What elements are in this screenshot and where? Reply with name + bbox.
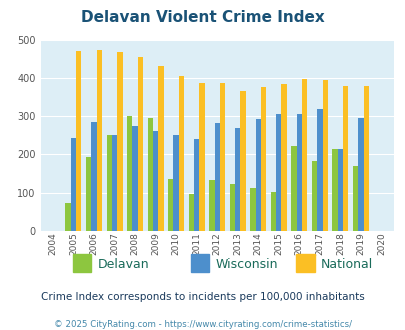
Bar: [76, 51, 81, 231]
Bar: [249, 188, 255, 231]
Text: Delavan: Delavan: [97, 257, 149, 271]
Bar: [158, 66, 163, 231]
Bar: [311, 161, 316, 231]
Bar: [301, 79, 307, 231]
Bar: [168, 179, 173, 231]
Text: Crime Index corresponds to incidents per 100,000 inhabitants: Crime Index corresponds to incidents per…: [41, 292, 364, 302]
Bar: [357, 118, 363, 231]
Bar: [255, 119, 260, 231]
Bar: [127, 116, 132, 231]
Bar: [65, 203, 70, 231]
Bar: [147, 118, 153, 231]
Bar: [229, 184, 234, 231]
Bar: [363, 86, 368, 231]
Bar: [342, 85, 347, 231]
Bar: [199, 83, 204, 231]
Bar: [275, 114, 281, 231]
Bar: [332, 149, 337, 231]
Bar: [194, 139, 199, 231]
Bar: [281, 84, 286, 231]
Bar: [352, 166, 357, 231]
Bar: [96, 50, 102, 231]
Bar: [106, 135, 112, 231]
Bar: [209, 181, 214, 231]
Bar: [188, 194, 194, 231]
Bar: [316, 109, 322, 231]
Bar: [137, 57, 143, 231]
Text: Delavan Violent Crime Index: Delavan Violent Crime Index: [81, 10, 324, 25]
Bar: [260, 87, 266, 231]
Bar: [322, 80, 327, 231]
Bar: [112, 135, 117, 231]
Bar: [91, 122, 96, 231]
Bar: [178, 76, 184, 231]
Bar: [234, 128, 240, 231]
Bar: [220, 83, 225, 231]
Bar: [296, 114, 301, 231]
Bar: [173, 135, 178, 231]
Text: © 2025 CityRating.com - https://www.cityrating.com/crime-statistics/: © 2025 CityRating.com - https://www.city…: [54, 320, 351, 329]
Text: National: National: [320, 257, 372, 271]
Bar: [132, 126, 137, 231]
Bar: [214, 123, 220, 231]
Text: Wisconsin: Wisconsin: [215, 257, 277, 271]
Bar: [153, 131, 158, 231]
Bar: [70, 138, 76, 231]
Bar: [240, 90, 245, 231]
Bar: [291, 146, 296, 231]
Bar: [270, 192, 275, 231]
Bar: [337, 149, 342, 231]
Bar: [117, 52, 122, 231]
Bar: [86, 157, 91, 231]
